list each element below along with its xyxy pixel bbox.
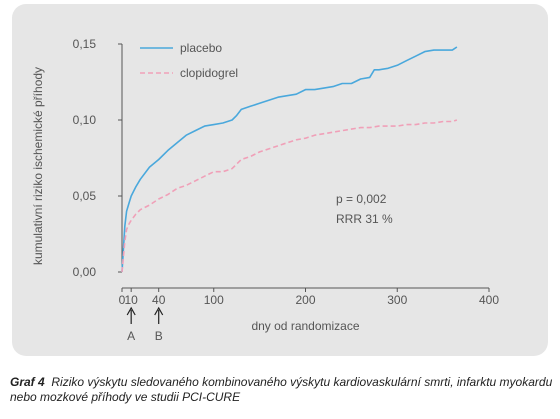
figure-caption: Graf 4 Riziko výskytu sledovaného kombin… — [10, 375, 555, 405]
x-axis-label: dny od randomizace — [251, 319, 359, 333]
series-layer — [121, 46, 458, 273]
x-tick-label: 40 — [152, 293, 166, 307]
marker-arrow-head — [126, 306, 136, 316]
series-line-clopidogrel — [121, 119, 458, 273]
y-tick-label: 0,05 — [73, 189, 97, 203]
axes: 0,00 0,05 0,10 0,15 0 10 40 100 200 300 400 dny od … — [31, 37, 499, 343]
y-tick-label: 0,15 — [73, 37, 97, 51]
series-line-placebo — [121, 46, 458, 273]
y-axis-label: kumulativní riziko ischemické příhody — [31, 67, 45, 265]
caption-number: Graf 4 — [10, 375, 45, 389]
x-tick-label: 300 — [387, 293, 407, 307]
x-tick-label: 200 — [295, 293, 315, 307]
x-tick-label: 100 — [204, 293, 224, 307]
marker-label: B — [155, 329, 163, 343]
legend-label-placebo: placebo — [180, 41, 222, 55]
rrr-annotation: RRR 31 % — [336, 212, 393, 226]
marker-arrow-head — [154, 306, 164, 316]
legend: placebo clopidogrel — [140, 41, 238, 80]
chart-svg: 0,00 0,05 0,10 0,15 0 10 40 100 200 300 400 dny od … — [31, 37, 499, 343]
caption-text: Riziko výskytu sledovaného kombinovaného… — [10, 375, 553, 404]
x-tick-label: 400 — [479, 293, 499, 307]
p-value-annotation: p = 0,002 — [336, 192, 387, 206]
annotations: p = 0,002 RRR 31 % — [336, 192, 393, 226]
y-tick-label: 0,00 — [73, 265, 97, 279]
y-tick-label: 0,10 — [73, 113, 97, 127]
x-tick-label: 10 — [124, 293, 138, 307]
legend-label-clopidogrel: clopidogrel — [180, 66, 238, 80]
chart-panel: 0,00 0,05 0,10 0,15 0 10 40 100 200 300 400 dny od … — [12, 4, 548, 356]
marker-label: A — [127, 329, 135, 343]
x-tick-label: 0 — [119, 293, 126, 307]
